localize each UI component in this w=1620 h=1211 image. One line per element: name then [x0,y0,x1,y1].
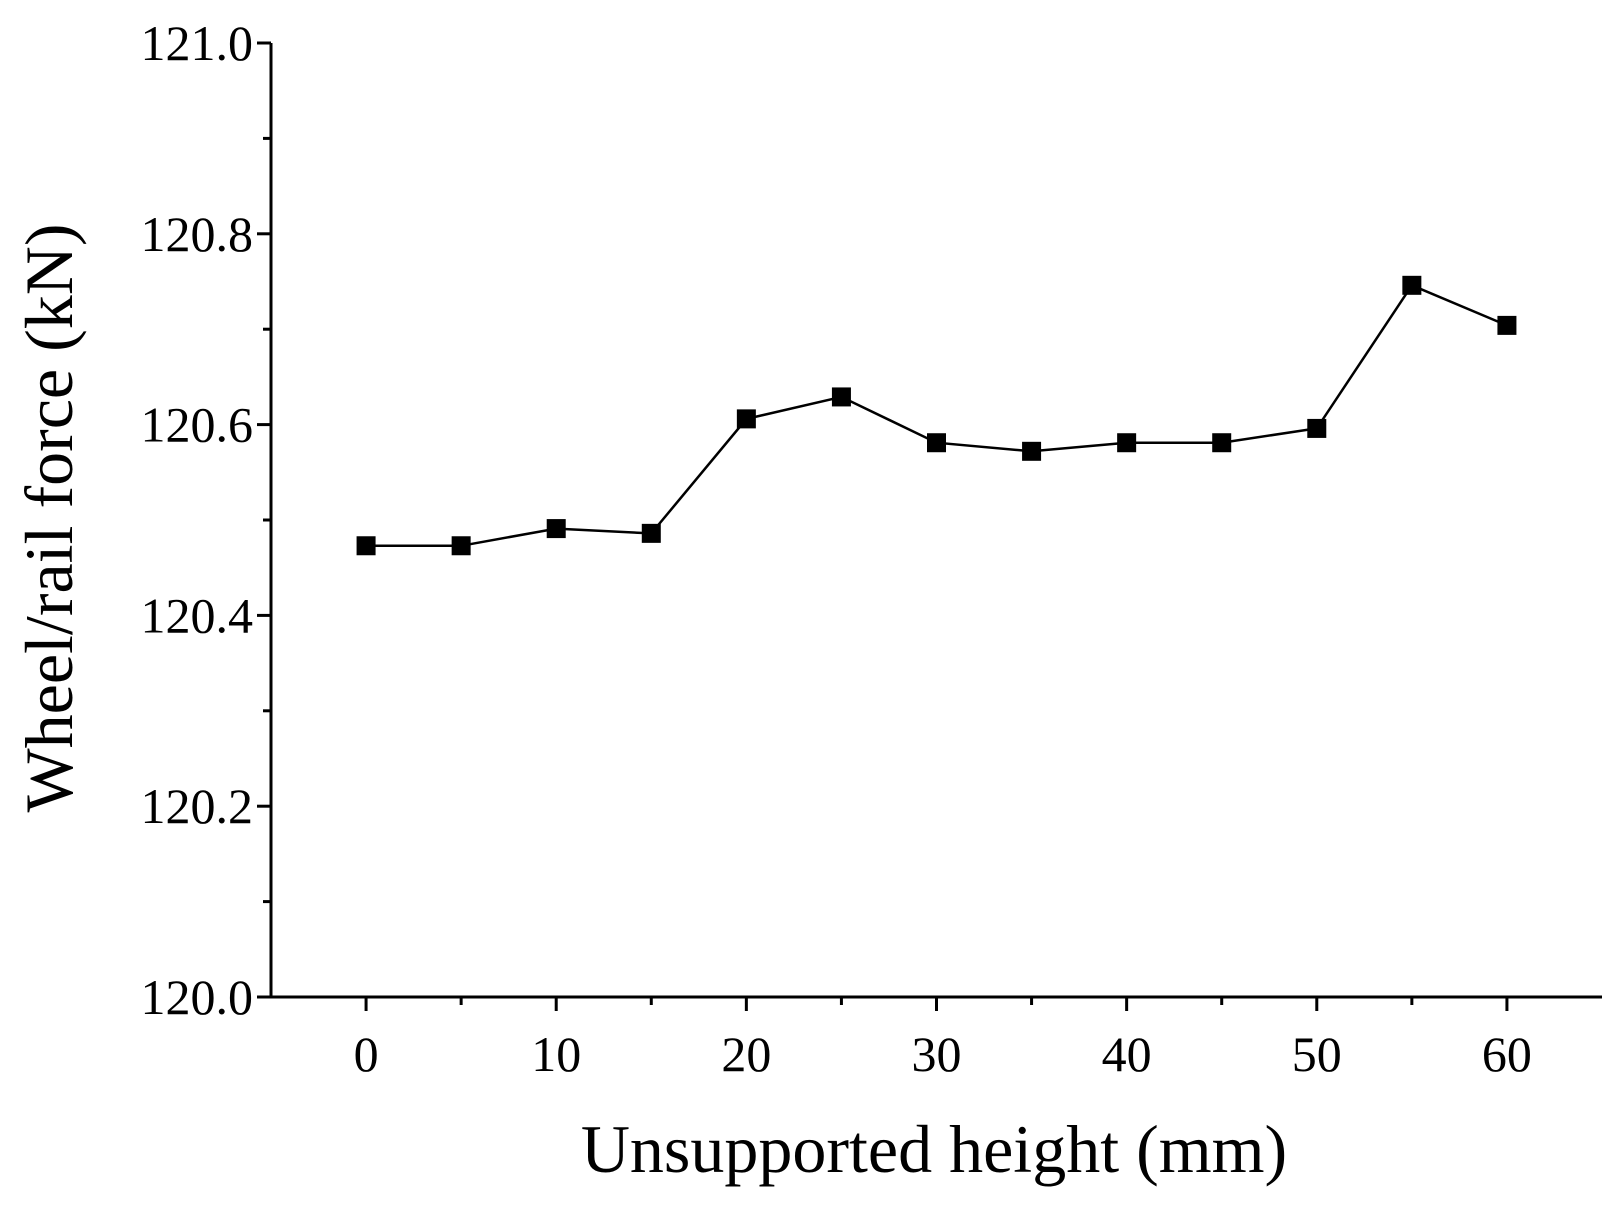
data-point [927,433,946,453]
y-tick-label: 120.8 [141,206,254,262]
data-point [641,523,661,543]
data-point [831,387,851,407]
data-point [1022,441,1042,461]
data-series [356,275,1517,556]
y-tick-label: 120.0 [141,969,254,1025]
x-tick-label: 60 [1482,1026,1532,1082]
series-line [366,283,1508,548]
data-point [1402,275,1422,295]
data-point [736,409,756,429]
data-point [1307,418,1327,438]
data-point [451,536,471,556]
tick-labels: 120.0 120.2 120.4 120.6 120.8 121.0 0 10 20 30 40 5… [141,15,1532,1082]
y-axis-title: Wheel/rail force (kN) [11,224,87,813]
y-tick-label: 121.0 [141,15,254,71]
x-tick-label: 20 [721,1026,771,1082]
y-tick-label: 120.4 [141,587,254,643]
data-point [1212,433,1232,453]
data-point [356,536,376,556]
x-tick-label: 30 [912,1026,962,1082]
data-point [546,519,566,539]
ticks [257,41,1509,1011]
axes [269,43,1602,999]
x-tick-label: 40 [1102,1026,1152,1082]
x-tick-label: 10 [531,1026,581,1082]
y-tick-label: 120.6 [141,397,254,453]
y-tick-label: 120.2 [141,778,254,834]
x-tick-label: 0 [354,1026,379,1082]
x-tick-label: 50 [1292,1026,1342,1082]
data-point [1117,433,1137,453]
x-axis-title: Unsupported height (mm) [581,1111,1287,1187]
data-point [1497,315,1517,335]
